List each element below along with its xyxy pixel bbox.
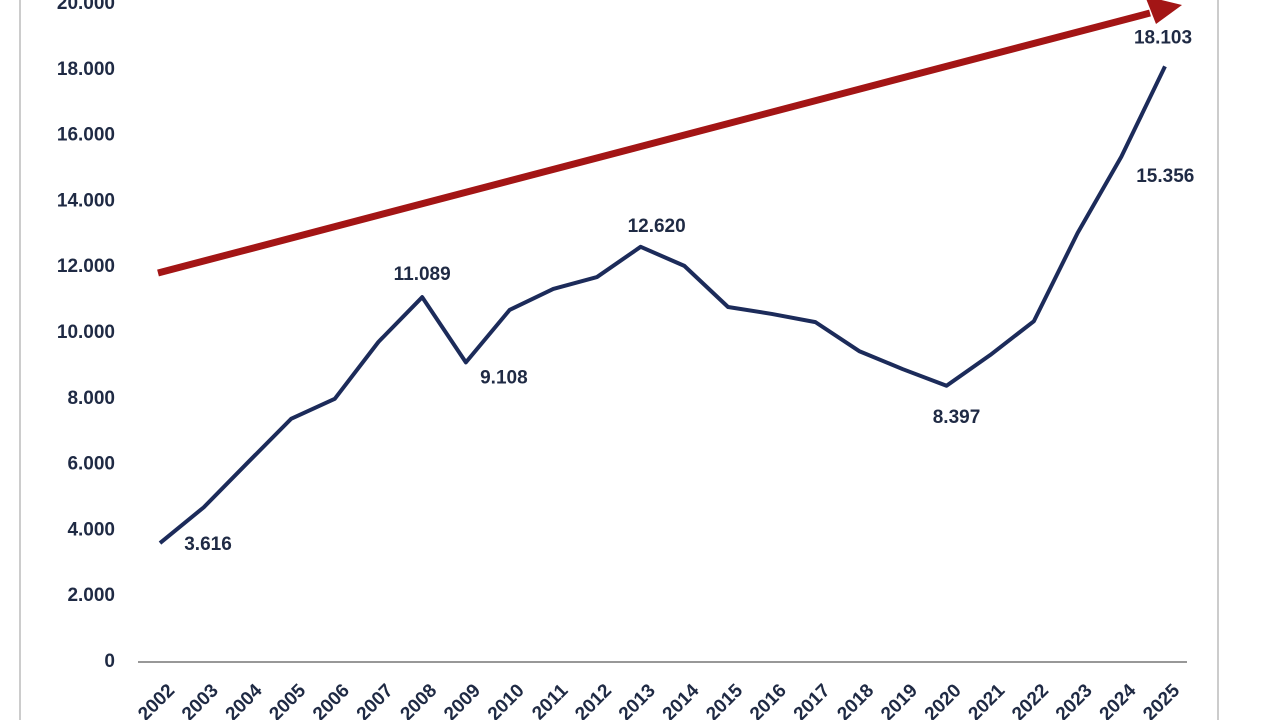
x-tick-label: 2018 <box>833 680 878 720</box>
x-tick-label: 2021 <box>965 680 1010 720</box>
y-tick-label: 20.000 <box>57 0 115 14</box>
x-tick-label: 2003 <box>178 680 223 720</box>
x-tick-label: 2012 <box>571 680 616 720</box>
x-tick-label: 2004 <box>222 680 267 720</box>
x-tick-label: 2016 <box>746 680 791 720</box>
data-line <box>158 65 1167 545</box>
x-tick-label: 2014 <box>659 680 704 720</box>
y-tick-label: 10.000 <box>57 322 115 343</box>
x-tick-label: 2022 <box>1008 680 1053 720</box>
y-tick-label: 14.000 <box>57 190 115 211</box>
data-label: 8.397 <box>933 407 981 428</box>
y-tick-label: 6.000 <box>67 454 115 475</box>
data-label: 11.089 <box>394 264 451 285</box>
x-tick-label: 2006 <box>309 680 354 720</box>
y-tick-label: 16.000 <box>57 125 115 146</box>
y-tick-label: 12.000 <box>57 256 115 277</box>
y-tick-label: 18.000 <box>57 59 115 80</box>
x-tick-label: 2010 <box>484 680 529 720</box>
data-label: 15.356 <box>1136 166 1194 187</box>
data-label: 12.620 <box>628 216 686 237</box>
data-label: 18.103 <box>1134 27 1192 48</box>
y-tick-label: 2.000 <box>67 585 115 606</box>
x-tick-label: 2019 <box>877 680 922 720</box>
data-label: 3.616 <box>184 534 232 555</box>
y-tick-label: 0 <box>104 651 115 672</box>
y-tick-label: 4.000 <box>67 519 115 540</box>
x-tick-label: 2020 <box>921 680 966 720</box>
x-tick-label: 2017 <box>790 680 835 720</box>
x-tick-label: 2009 <box>440 680 485 720</box>
trend-arrow-shaft <box>157 9 1151 277</box>
x-tick-label: 2023 <box>1052 680 1097 720</box>
trend-arrow-head <box>1146 0 1182 24</box>
x-tick-label: 2024 <box>1096 680 1141 720</box>
x-tick-label: 2007 <box>353 680 398 720</box>
x-tick-label: 2005 <box>265 680 310 720</box>
chart-frame <box>19 0 1219 725</box>
x-tick-label: 2011 <box>528 680 572 720</box>
x-tick-label: 2002 <box>134 680 179 720</box>
x-tick-label: 2008 <box>397 680 442 720</box>
x-tick-label: 2025 <box>1139 680 1184 720</box>
x-tick-label: 2015 <box>702 680 747 720</box>
data-label: 9.108 <box>480 367 528 388</box>
y-tick-label: 8.000 <box>67 388 115 409</box>
x-tick-label: 2013 <box>615 680 660 720</box>
